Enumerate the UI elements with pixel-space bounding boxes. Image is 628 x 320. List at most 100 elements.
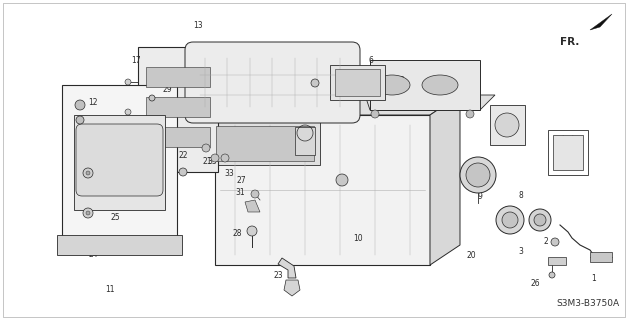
Text: 34: 34 [88, 129, 98, 138]
Text: 1: 1 [591, 274, 596, 283]
Circle shape [76, 116, 84, 124]
Circle shape [211, 154, 219, 162]
Circle shape [179, 168, 187, 176]
Text: FR.: FR. [560, 37, 580, 47]
Text: 9: 9 [478, 192, 483, 201]
Text: 30: 30 [328, 68, 338, 76]
Circle shape [221, 154, 229, 162]
Text: 16: 16 [182, 130, 192, 139]
Text: 31: 31 [236, 188, 246, 197]
Text: 11: 11 [105, 285, 115, 294]
Text: 32: 32 [165, 110, 175, 119]
Circle shape [529, 209, 551, 231]
Text: 20: 20 [466, 252, 476, 260]
Polygon shape [74, 115, 165, 210]
Polygon shape [205, 95, 460, 115]
Text: 35: 35 [559, 159, 569, 168]
Text: 5: 5 [304, 135, 309, 144]
Text: 2: 2 [544, 237, 549, 246]
Text: 3: 3 [519, 247, 524, 256]
Polygon shape [146, 97, 210, 117]
Polygon shape [198, 110, 332, 120]
Text: 34: 34 [88, 161, 98, 170]
Text: 23: 23 [273, 271, 283, 280]
Circle shape [149, 95, 155, 101]
Text: 13: 13 [193, 21, 203, 30]
Polygon shape [553, 135, 583, 170]
Polygon shape [245, 200, 260, 212]
Polygon shape [146, 127, 210, 147]
Text: 33: 33 [207, 157, 217, 166]
Text: 14: 14 [315, 55, 325, 64]
Polygon shape [284, 280, 300, 296]
Text: 21: 21 [202, 157, 212, 166]
Polygon shape [216, 126, 314, 161]
Text: 4: 4 [534, 210, 539, 219]
Text: 17: 17 [131, 56, 141, 65]
Circle shape [83, 168, 93, 178]
Bar [590, 252, 612, 262]
Polygon shape [590, 14, 612, 30]
Text: 18: 18 [240, 127, 250, 136]
Polygon shape [138, 47, 218, 172]
Text: 10: 10 [353, 234, 363, 243]
Circle shape [549, 272, 555, 278]
Circle shape [466, 110, 474, 118]
Circle shape [125, 79, 131, 85]
Circle shape [336, 174, 348, 186]
Text: 28: 28 [232, 229, 242, 238]
Text: 25: 25 [110, 213, 120, 222]
Text: 33: 33 [224, 169, 234, 178]
Polygon shape [215, 115, 430, 265]
Circle shape [502, 212, 518, 228]
Text: 6: 6 [368, 56, 373, 65]
Text: 8: 8 [519, 191, 524, 200]
Polygon shape [210, 120, 320, 165]
Circle shape [551, 238, 559, 246]
Bar [295, 127, 315, 155]
FancyBboxPatch shape [185, 42, 360, 123]
Polygon shape [490, 105, 525, 145]
Text: 24: 24 [88, 250, 98, 259]
Polygon shape [335, 69, 380, 96]
Text: 7: 7 [468, 175, 474, 184]
Polygon shape [146, 67, 210, 87]
Circle shape [460, 157, 496, 193]
Text: 33: 33 [396, 76, 406, 84]
Text: 12: 12 [88, 98, 98, 107]
Text: 15: 15 [320, 72, 330, 81]
Circle shape [371, 110, 379, 118]
Circle shape [247, 226, 257, 236]
Circle shape [311, 79, 319, 87]
Polygon shape [330, 65, 385, 100]
Polygon shape [185, 115, 360, 133]
Polygon shape [370, 60, 480, 110]
Polygon shape [278, 258, 296, 278]
Text: 26: 26 [530, 279, 540, 288]
Text: 5: 5 [231, 79, 236, 88]
Polygon shape [57, 235, 182, 255]
Circle shape [534, 214, 546, 226]
Text: 30: 30 [304, 72, 314, 81]
Text: 19: 19 [292, 115, 302, 124]
Polygon shape [365, 95, 495, 110]
Circle shape [86, 171, 90, 175]
Ellipse shape [422, 75, 458, 95]
Circle shape [466, 163, 490, 187]
Text: S3M3-B3750A: S3M3-B3750A [557, 299, 620, 308]
Circle shape [83, 208, 93, 218]
Text: 27: 27 [237, 176, 247, 185]
Circle shape [202, 144, 210, 152]
Circle shape [251, 190, 259, 198]
Polygon shape [430, 95, 460, 265]
Polygon shape [548, 257, 566, 265]
Circle shape [125, 139, 131, 145]
Polygon shape [62, 85, 177, 240]
FancyBboxPatch shape [76, 124, 163, 196]
Circle shape [125, 109, 131, 115]
Circle shape [495, 113, 519, 137]
Circle shape [496, 206, 524, 234]
Text: 22: 22 [178, 151, 188, 160]
Circle shape [86, 211, 90, 215]
Text: 29: 29 [162, 85, 172, 94]
